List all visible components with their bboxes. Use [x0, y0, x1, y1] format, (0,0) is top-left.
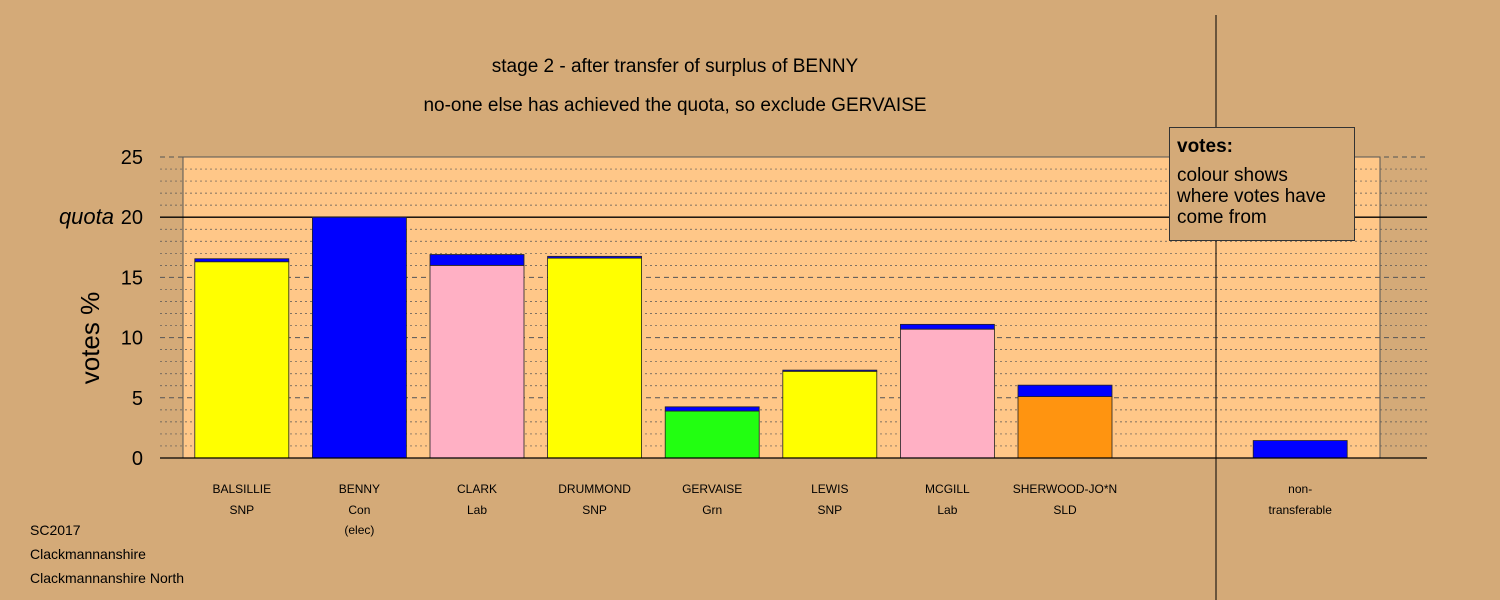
footer-council: Clackmannanshire: [30, 546, 146, 562]
nontransferable-label-2: transferable: [1269, 503, 1333, 517]
bar-drummond-segment-1: [547, 255, 642, 259]
y-tick-label: 0: [132, 448, 143, 470]
candidate-party-label: SNP: [229, 503, 254, 517]
x-axis-labels: BALSILLIE SNP BENNY Con (elec) CLARK Lab DRUMMO…: [212, 482, 1332, 537]
bar-lewis-segment-0: [782, 370, 878, 459]
y-tick-label: 10: [121, 328, 143, 350]
y-axis-label: votes %: [75, 292, 105, 385]
candidate-name-label: DRUMMOND: [558, 482, 631, 496]
legend-title: votes:: [1177, 136, 1233, 157]
candidate-name-label: CLARK: [457, 482, 497, 496]
bars: [194, 216, 1348, 459]
bar-benny-segment-0: [311, 216, 407, 459]
bar-gervaise-segment-1: [664, 406, 760, 412]
bar-balsillie-segment-1: [194, 258, 290, 263]
legend-text: colour shows where votes have come from: [1177, 165, 1326, 228]
nontransferable-label: non-: [1288, 482, 1312, 496]
candidate-name-label: MCGILL: [925, 482, 970, 496]
candidate-name-label: BENNY: [339, 482, 380, 496]
bar-nontransferable-segment-0: [1252, 440, 1348, 459]
bar-gervaise-segment-0: [664, 410, 760, 459]
candidate-note-label: (elec): [344, 523, 374, 537]
y-tick-label: 25: [121, 147, 143, 169]
bar-clark-segment-1: [429, 254, 525, 266]
legend: votes: colour shows where votes have com…: [1169, 127, 1355, 241]
bar-balsillie-segment-0: [194, 261, 290, 459]
candidate-name-label: GERVAISE: [682, 482, 742, 496]
chart-title: stage 2 - after transfer of surplus of B…: [492, 56, 859, 77]
quota-label: quota: [59, 204, 114, 229]
candidate-name-label: SHERWOOD-JO*N: [1013, 482, 1117, 496]
bar-clark-segment-0: [429, 264, 525, 459]
chart-subtitle: no-one else has achieved the quota, so e…: [423, 95, 926, 116]
candidate-party-label: Con: [348, 503, 370, 517]
candidate-party-label: SNP: [817, 503, 842, 517]
bar-sherwood-jo-n-segment-0: [1017, 396, 1113, 459]
bar-mcgill-segment-0: [900, 328, 995, 459]
candidate-name-label: LEWIS: [811, 482, 848, 496]
bar-mcgill-segment-1: [900, 323, 995, 330]
y-tick-label: 15: [121, 267, 143, 289]
candidate-party-label: Grn: [702, 503, 722, 517]
footer-election: SC2017: [30, 522, 81, 538]
y-tick-label: 5: [132, 388, 143, 410]
bar-drummond-segment-0: [547, 257, 642, 459]
candidate-name-label: BALSILLIE: [212, 482, 271, 496]
footer-ward: Clackmannanshire North: [30, 570, 185, 586]
candidate-party-label: SNP: [582, 503, 607, 517]
bar-lewis-segment-1: [782, 369, 878, 372]
candidate-party-label: Lab: [937, 503, 957, 517]
y-tick-label: 20: [121, 207, 143, 229]
bar-sherwood-jo-n-segment-1: [1017, 384, 1113, 397]
candidate-party-label: SLD: [1053, 503, 1077, 517]
candidate-party-label: Lab: [467, 503, 487, 517]
